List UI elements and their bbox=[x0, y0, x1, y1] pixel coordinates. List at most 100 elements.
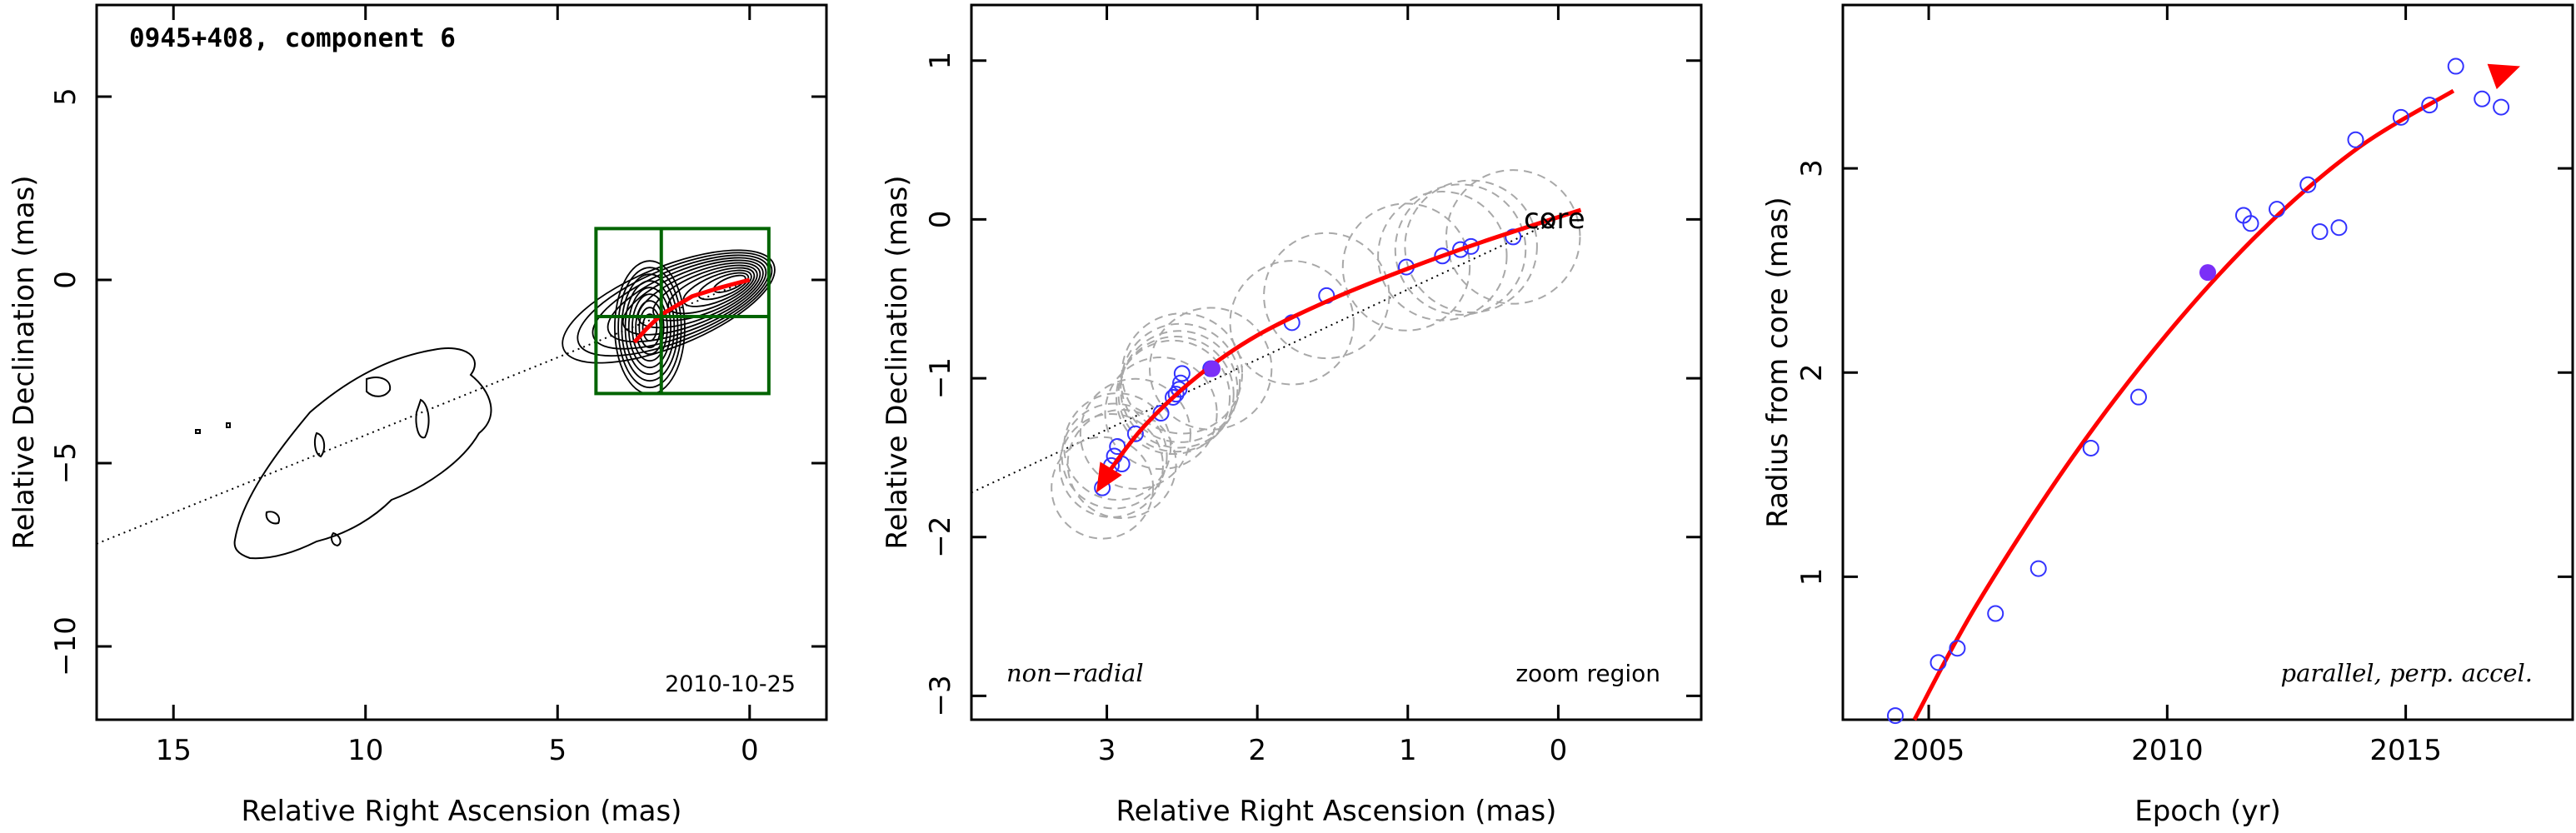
data-point bbox=[1452, 241, 1470, 258]
inner-jet-contour-4 bbox=[265, 511, 280, 525]
data-point bbox=[2347, 131, 2364, 148]
component-contour bbox=[617, 267, 682, 389]
component-contour bbox=[635, 300, 665, 356]
data-point bbox=[2493, 98, 2510, 116]
noise-contour-2 bbox=[226, 422, 231, 428]
x-tick-label: 2 bbox=[1248, 734, 1266, 767]
data-point bbox=[1152, 405, 1170, 422]
data-point bbox=[1886, 707, 1904, 725]
component-size-circle bbox=[1404, 179, 1538, 314]
component-size-circle bbox=[1104, 356, 1218, 471]
data-point bbox=[2242, 215, 2259, 232]
component-size-circle bbox=[1059, 412, 1164, 518]
panel-2-core-label: core bbox=[1524, 202, 1585, 236]
panel-3-annotation-acceleration: parallel, perp. accel. bbox=[2281, 659, 2533, 687]
component-size-circle bbox=[1120, 330, 1239, 449]
y-tick-label: 5 bbox=[49, 87, 82, 106]
panel-2-x-axis-label: Relative Right Ascension (mas) bbox=[1116, 795, 1557, 828]
panel-2-zoom-scatter: 3 2 1 0 1 0 −1 −2 −3 core × non−radial zoom regi… bbox=[881, 3, 1703, 828]
data-point bbox=[2299, 176, 2317, 193]
data-point bbox=[2129, 388, 2147, 406]
component-contour bbox=[624, 280, 676, 376]
core-marker-icon: × bbox=[1538, 208, 1557, 236]
component-contour bbox=[627, 287, 672, 369]
data-point bbox=[2392, 108, 2409, 126]
panel-2-tick-labels: 3 2 1 0 1 0 −1 −2 −3 bbox=[924, 52, 1567, 767]
panel-1-radio-contours bbox=[195, 347, 492, 560]
panel-2-jet-axis-line bbox=[971, 218, 1559, 494]
panel-3-x-axis-label: Epoch (yr) bbox=[2134, 795, 2281, 828]
data-point bbox=[1930, 654, 1947, 671]
x-tick-label: 2015 bbox=[2369, 734, 2442, 767]
panel-2-y-axis-label: Relative Declination (mas) bbox=[881, 175, 914, 549]
component-size-circle bbox=[1229, 260, 1355, 386]
panel-3-frame bbox=[1841, 3, 2574, 721]
panel-1-contour-map: 15 10 5 0 5 0 −5 −10 0945+408, component 6 2010… bbox=[7, 3, 828, 828]
data-point bbox=[2474, 90, 2491, 107]
zoom-box-frame bbox=[594, 227, 771, 396]
component-size-circle bbox=[1149, 307, 1273, 431]
x-tick-label: 0 bbox=[741, 734, 759, 767]
component-contour bbox=[642, 313, 658, 342]
data-point bbox=[2421, 97, 2439, 114]
data-point bbox=[1987, 605, 2004, 622]
component-size-circle bbox=[1115, 339, 1231, 456]
component-size-circle bbox=[1341, 202, 1471, 332]
data-point bbox=[1173, 365, 1191, 382]
component-size-circle bbox=[1121, 312, 1244, 435]
panel-1-zoom-box bbox=[594, 227, 771, 396]
x-tick-label: 15 bbox=[156, 734, 192, 767]
core-contour bbox=[622, 259, 764, 336]
y-tick-label: −3 bbox=[924, 675, 957, 716]
panel-3-y-axis-label: Radius from core (mas) bbox=[1761, 197, 1795, 527]
component-size-circle bbox=[1079, 377, 1191, 490]
component-size-circle bbox=[1263, 232, 1390, 360]
panel-1-title: 0945+408, component 6 bbox=[129, 23, 456, 53]
panel-2-fit-curve bbox=[1108, 207, 1582, 472]
x-tick-label: 2010 bbox=[2131, 734, 2204, 767]
core-contour bbox=[652, 264, 758, 322]
panel-2-ticks bbox=[971, 5, 1701, 720]
inner-jet-contour-2 bbox=[415, 398, 430, 439]
inner-jet-contour-1 bbox=[366, 377, 392, 397]
data-point bbox=[2082, 439, 2099, 456]
panel-3-radius-vs-epoch: 2005 2010 2015 1 2 3 parallel, perp. accel. E… bbox=[1761, 3, 2574, 828]
outer-jet-contour bbox=[233, 347, 492, 560]
panel-2-annotation-zoom-region: zoom region bbox=[1515, 660, 1660, 687]
y-tick-label: 2 bbox=[1795, 363, 1829, 382]
panel-1-y-axis-label: Relative Declination (mas) bbox=[7, 175, 41, 549]
data-point bbox=[2330, 219, 2348, 237]
component-size-circle bbox=[1061, 402, 1168, 510]
data-point bbox=[2269, 201, 2286, 218]
y-tick-label: 1 bbox=[1795, 568, 1829, 586]
panel-2-highlight-point bbox=[1203, 360, 1221, 377]
y-tick-label: 0 bbox=[49, 271, 82, 289]
panel-3-fit-arrowhead bbox=[2487, 63, 2521, 90]
data-point bbox=[1505, 228, 1522, 246]
core-contour bbox=[607, 257, 767, 343]
panel-2-component-size-circles bbox=[1051, 169, 1581, 540]
panel-2-annotation-non-radial: non−radial bbox=[1006, 659, 1144, 687]
x-tick-label: 5 bbox=[548, 734, 567, 767]
data-point bbox=[1126, 425, 1144, 442]
x-tick-label: 2005 bbox=[1893, 734, 1965, 767]
x-tick-label: 0 bbox=[1550, 734, 1568, 767]
y-tick-label: −1 bbox=[924, 357, 957, 399]
inner-jet-contour-5 bbox=[330, 531, 342, 547]
component-size-circle bbox=[1377, 191, 1508, 322]
panel-1-x-axis-label: Relative Right Ascension (mas) bbox=[242, 795, 682, 828]
panel-3-fit-curve bbox=[1912, 88, 2455, 721]
component-size-circle bbox=[1117, 336, 1235, 453]
inner-jet-contour-3 bbox=[313, 431, 326, 458]
y-tick-label: 3 bbox=[1795, 159, 1829, 177]
panel-2-fit-arrowhead bbox=[1096, 461, 1122, 493]
panel-3-data-points bbox=[1886, 57, 2510, 725]
component-size-circle bbox=[1066, 409, 1177, 520]
component-size-circle bbox=[1394, 183, 1527, 316]
data-point bbox=[2311, 223, 2329, 241]
y-tick-label: −10 bbox=[49, 616, 82, 676]
y-tick-label: 1 bbox=[924, 52, 957, 70]
data-point bbox=[1171, 381, 1188, 398]
panel-1-jet-axis-line bbox=[96, 279, 751, 545]
